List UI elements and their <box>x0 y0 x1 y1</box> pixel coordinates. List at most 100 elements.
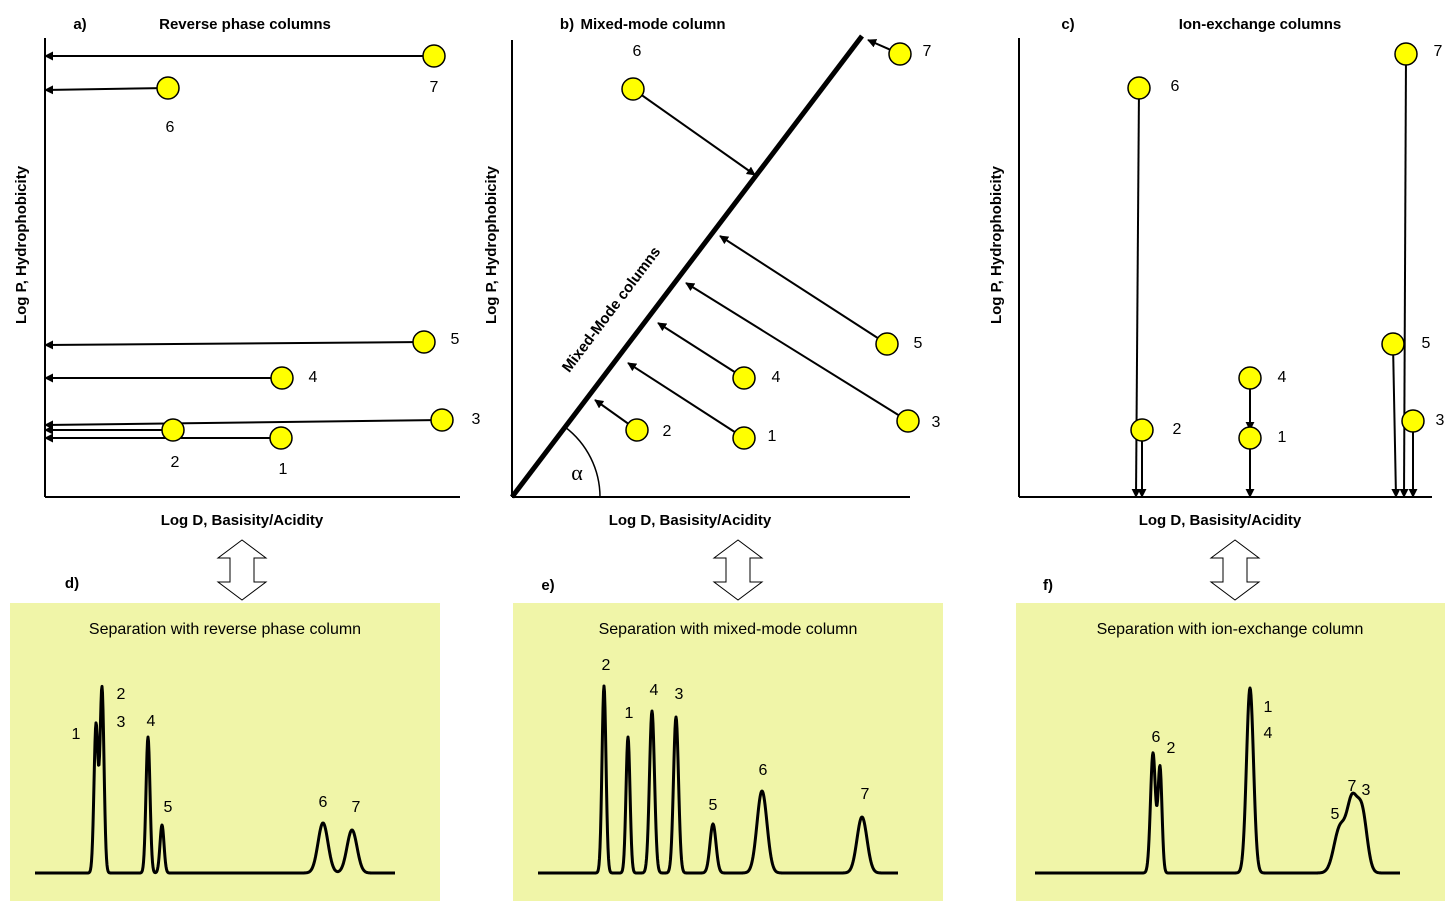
separation-letter: d) <box>65 575 79 592</box>
separation-title: Separation with mixed-mode column <box>599 621 858 638</box>
chromatogram <box>537 684 899 875</box>
point-label: 6 <box>633 43 642 60</box>
point-label: 3 <box>472 411 481 428</box>
peak-label: 3 <box>1362 782 1371 799</box>
y-axis-label: Log P, Hydrophobicity <box>988 165 1005 324</box>
peak-label: 3 <box>117 714 126 731</box>
separation-title: Separation with ion-exchange column <box>1097 621 1364 638</box>
analyte-point <box>161 418 185 442</box>
angle-label: α <box>571 460 583 485</box>
panel-title: Ion-exchange columns <box>1179 16 1342 33</box>
separation-box <box>1016 603 1445 901</box>
analyte-point <box>625 418 649 442</box>
arrow <box>1391 343 1401 498</box>
arrow <box>44 419 443 430</box>
arrow <box>627 362 745 439</box>
double-arrow <box>216 539 268 601</box>
analyte-point <box>1238 366 1262 390</box>
arrow <box>44 85 169 95</box>
panel-title: Mixed-mode column <box>580 16 725 33</box>
analyte-point <box>156 76 180 100</box>
chromatogram <box>34 684 396 875</box>
peak-label: 3 <box>675 686 684 703</box>
arrow <box>719 235 888 345</box>
peak-label: 6 <box>1152 729 1161 746</box>
point-label: 4 <box>772 369 781 386</box>
arrow <box>685 282 909 422</box>
analyte-point <box>888 42 912 66</box>
peak-label: 7 <box>352 799 361 816</box>
peak-label: 1 <box>1264 699 1273 716</box>
point-label: 6 <box>166 119 175 136</box>
peak-label: 4 <box>147 713 156 730</box>
analyte-point <box>270 366 294 390</box>
arrow <box>1399 53 1409 498</box>
panel-title: Reverse phase columns <box>159 16 331 33</box>
point-label: 2 <box>171 454 180 471</box>
analyte-point <box>875 332 899 356</box>
y-axis-label: Log P, Hydrophobicity <box>483 165 500 324</box>
point-label: 2 <box>1173 421 1182 438</box>
analyte-point <box>269 426 293 450</box>
panel-letter: b) <box>560 16 574 33</box>
peak-label: 4 <box>650 682 659 699</box>
peak-label: 1 <box>625 705 634 722</box>
double-arrow <box>1209 539 1261 601</box>
arrow <box>44 340 425 350</box>
analyte-point <box>1394 42 1418 66</box>
point-label: 7 <box>1434 43 1443 60</box>
point-label: 6 <box>1171 78 1180 95</box>
arrow <box>657 322 745 379</box>
point-label: 7 <box>430 79 439 96</box>
peak-label: 5 <box>1331 806 1340 823</box>
x-axis-label: Log D, Basisity/Acidity <box>1139 512 1302 529</box>
analyte-point <box>1401 409 1425 433</box>
double-arrow <box>712 539 764 601</box>
x-axis-label: Log D, Basisity/Acidity <box>161 512 324 529</box>
point-label: 1 <box>279 461 288 478</box>
y-axis-label: Log P, Hydrophobicity <box>13 165 30 324</box>
separation-box <box>513 603 943 901</box>
point-label: 3 <box>932 414 941 431</box>
panel-letter: c) <box>1061 16 1074 33</box>
x-axis-label: Log D, Basisity/Acidity <box>609 512 772 529</box>
analyte-point <box>1381 332 1405 356</box>
point-label: 4 <box>309 369 318 386</box>
peak-label: 7 <box>1348 778 1357 795</box>
analyte-point <box>422 44 446 68</box>
separation-letter: f) <box>1043 577 1053 594</box>
analyte-point <box>1127 76 1151 100</box>
analyte-point <box>412 330 436 354</box>
point-label: 5 <box>451 331 460 348</box>
point-label: 7 <box>923 43 932 60</box>
point-label: 1 <box>768 428 777 445</box>
analyte-point <box>732 426 756 450</box>
peak-label: 6 <box>319 794 328 811</box>
point-label: 4 <box>1278 369 1287 386</box>
analyte-point <box>430 408 454 432</box>
separation-box <box>10 603 440 901</box>
panel-letter: a) <box>73 16 86 33</box>
separation-letter: e) <box>541 577 554 594</box>
arrow <box>632 88 756 176</box>
peak-label: 4 <box>1264 725 1273 742</box>
analyte-point <box>896 409 920 433</box>
point-label: 5 <box>914 335 923 352</box>
point-label: 1 <box>1278 429 1287 446</box>
analyte-point <box>621 77 645 101</box>
analyte-point <box>1130 418 1154 442</box>
peak-label: 6 <box>759 762 768 779</box>
peak-label: 7 <box>861 786 870 803</box>
separation-title: Separation with reverse phase column <box>89 621 361 638</box>
line <box>510 34 864 499</box>
peak-label: 2 <box>602 657 611 674</box>
analyte-point <box>732 366 756 390</box>
peak-label: 5 <box>709 797 718 814</box>
peak-label: 1 <box>72 726 81 743</box>
chromatogram <box>1034 686 1401 875</box>
point-label: 5 <box>1422 335 1431 352</box>
point-label: 2 <box>663 423 672 440</box>
analyte-point <box>1238 426 1262 450</box>
point-label: 3 <box>1436 412 1445 429</box>
